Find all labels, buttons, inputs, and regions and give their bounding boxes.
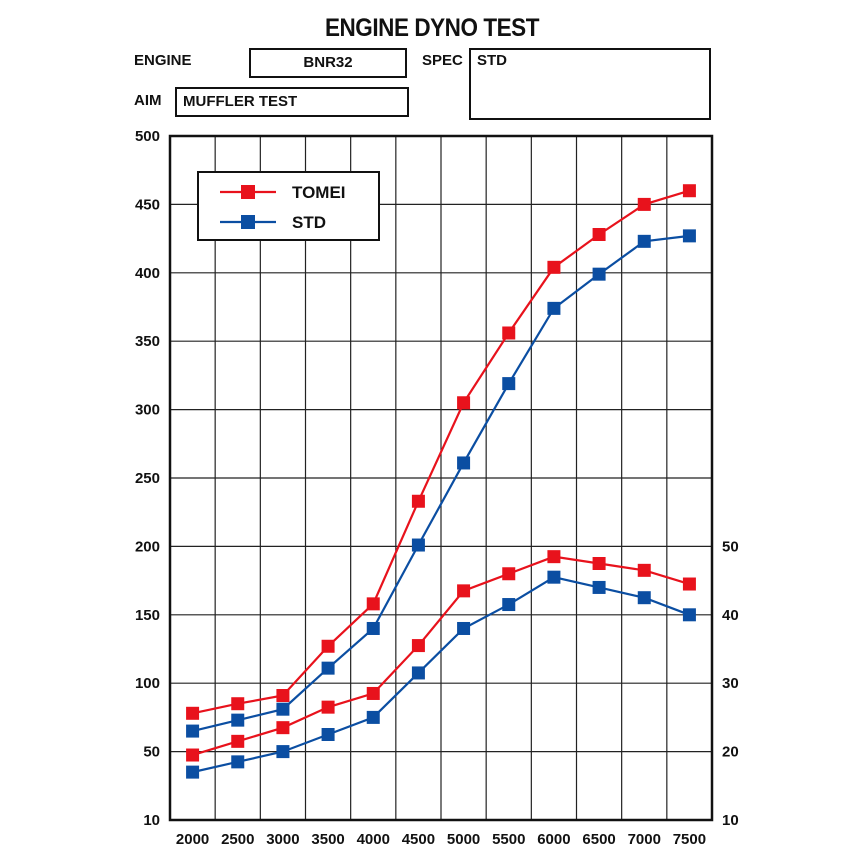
series-line-tomei-left	[192, 189, 690, 715]
legend-marker-tomei	[241, 185, 255, 199]
data-point-tomei	[411, 494, 425, 508]
data-point-std	[231, 713, 245, 727]
data-point-tomei	[682, 577, 696, 591]
data-point-std	[411, 538, 425, 552]
data-point-std	[366, 621, 380, 635]
data-point-std	[547, 570, 561, 584]
aim-label: AIM	[134, 92, 162, 109]
data-point-tomei	[547, 260, 561, 274]
data-point-tomei	[366, 597, 380, 611]
spec-value: STD	[477, 52, 507, 69]
y-tick-label-left: 150	[135, 607, 160, 624]
data-point-tomei	[457, 584, 471, 598]
legend-marker-std	[241, 215, 255, 229]
x-tick-label: 5000	[447, 831, 480, 848]
data-point-std	[411, 666, 425, 680]
data-point-tomei	[457, 396, 471, 410]
data-point-tomei	[592, 557, 606, 570]
x-tick-label: 4500	[402, 831, 435, 848]
y-tick-label-right: 30	[722, 675, 739, 692]
x-tick-label: 7000	[628, 831, 661, 848]
y-tick-label-left: 200	[135, 538, 160, 555]
legend-box	[197, 171, 380, 241]
data-point-tomei	[502, 567, 516, 581]
x-tick-label: 2000	[176, 831, 209, 848]
y-tick-label-right: 20	[722, 744, 739, 761]
series-line-tomei-right	[192, 555, 690, 757]
x-tick-label: 4000	[357, 831, 390, 848]
aim-value-box: MUFFLER TEST	[175, 87, 409, 117]
y-tick-label-left: 450	[135, 196, 160, 213]
data-point-tomei	[231, 734, 245, 748]
y-tick-label-right: 10	[722, 812, 739, 829]
y-tick-label-right: 40	[722, 607, 739, 624]
data-point-tomei	[682, 184, 696, 198]
data-point-tomei	[502, 326, 516, 340]
data-point-std	[682, 608, 696, 622]
data-point-std	[502, 598, 516, 612]
data-point-tomei	[637, 197, 651, 211]
x-tick-label: 3000	[266, 831, 299, 848]
data-point-std	[457, 621, 471, 635]
data-point-std	[276, 745, 290, 759]
engine-value: BNR32	[303, 54, 353, 71]
data-point-tomei	[276, 721, 290, 735]
data-point-tomei	[366, 686, 380, 700]
engine-label: ENGINE	[134, 52, 192, 69]
data-point-tomei	[276, 689, 290, 703]
aim-value: MUFFLER TEST	[183, 93, 298, 110]
engine-value-box: BNR32	[249, 48, 407, 78]
data-point-std	[592, 267, 606, 281]
spec-value-box: STD	[469, 48, 711, 120]
data-point-std	[321, 728, 335, 741]
series-line-std-left	[192, 234, 690, 733]
y-tick-label-right: 50	[722, 538, 739, 555]
data-point-std	[637, 591, 651, 605]
data-point-tomei	[637, 563, 651, 577]
data-point-std	[502, 377, 516, 391]
y-tick-label-left: 300	[135, 402, 160, 419]
legend-label-tomei: TOMEI	[292, 183, 346, 202]
data-point-std	[637, 234, 651, 248]
data-point-tomei	[186, 706, 200, 720]
spec-label: SPEC	[422, 52, 463, 69]
y-tick-label-left: 350	[135, 333, 160, 350]
data-point-std	[186, 765, 200, 779]
data-point-std	[321, 661, 335, 675]
data-point-std	[592, 580, 606, 594]
series-line-std-right	[192, 576, 690, 774]
y-tick-label-left: 10	[143, 812, 160, 829]
y-tick-label-left: 500	[135, 128, 160, 145]
y-tick-label-left: 400	[135, 265, 160, 282]
legend-label-std: STD	[292, 213, 326, 232]
data-point-std	[682, 229, 696, 243]
x-tick-label: 3500	[311, 831, 344, 848]
plot-frame	[168, 134, 714, 822]
data-point-std	[276, 702, 290, 716]
data-point-std	[457, 456, 471, 470]
x-tick-label: 7500	[673, 831, 706, 848]
data-point-std	[231, 755, 245, 769]
chart-title: ENGINE DYNO TEST	[324, 14, 540, 42]
x-tick-label: 5500	[492, 831, 525, 848]
data-point-tomei	[231, 697, 245, 711]
data-point-std	[366, 710, 380, 724]
data-point-tomei	[186, 748, 200, 762]
data-point-tomei	[411, 639, 425, 653]
data-point-tomei	[321, 700, 335, 714]
y-tick-label-left: 250	[135, 470, 160, 487]
x-tick-label: 6500	[582, 831, 615, 848]
data-point-tomei	[547, 550, 561, 564]
y-tick-label-left: 100	[135, 675, 160, 692]
data-point-std	[186, 724, 200, 738]
x-tick-label: 6000	[537, 831, 570, 848]
data-point-std	[547, 301, 561, 315]
y-tick-label-left: 50	[143, 744, 160, 761]
x-tick-label: 2500	[221, 831, 254, 848]
data-point-tomei	[592, 227, 606, 241]
data-point-tomei	[321, 639, 335, 653]
